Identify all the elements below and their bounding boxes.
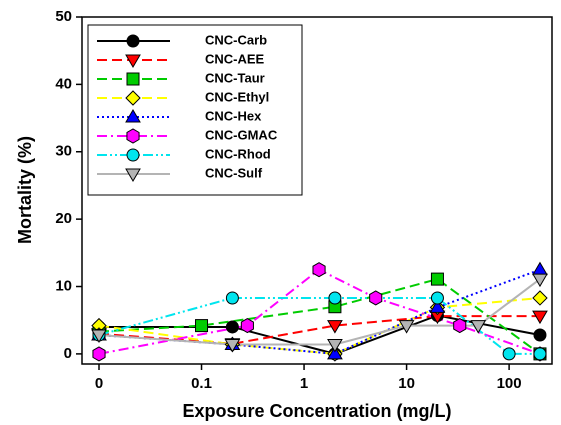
marker bbox=[533, 347, 547, 361]
marker bbox=[532, 290, 548, 306]
marker bbox=[430, 291, 444, 305]
marker bbox=[225, 320, 239, 334]
series-line bbox=[98, 315, 540, 345]
marker bbox=[533, 328, 547, 342]
marker bbox=[125, 90, 141, 106]
marker bbox=[502, 347, 516, 361]
series-line bbox=[98, 296, 541, 355]
marker bbox=[125, 109, 141, 123]
marker bbox=[195, 319, 209, 333]
marker bbox=[224, 338, 241, 353]
x-tick-label: 10 bbox=[398, 375, 415, 392]
marker bbox=[312, 262, 326, 278]
legend: CNC-Carb CNC-AEE CNC-Taur CNC-Ethyl CNC-Hex C… bbox=[87, 24, 303, 196]
y-tick-label: 30 bbox=[55, 143, 72, 160]
marker bbox=[225, 291, 239, 305]
legend-label: CNC-AEE bbox=[205, 51, 265, 66]
legend-label: CNC-Ethyl bbox=[205, 89, 269, 104]
x-axis-label: Exposure Concentration (mg/L) bbox=[182, 401, 451, 421]
series-line bbox=[98, 278, 541, 346]
marker bbox=[327, 320, 343, 334]
marker bbox=[126, 128, 140, 144]
marker bbox=[328, 291, 342, 305]
y-tick-label: 0 bbox=[64, 345, 72, 362]
marker bbox=[429, 299, 446, 313]
marker bbox=[126, 34, 140, 48]
y-tick-label: 40 bbox=[55, 75, 72, 92]
marker bbox=[126, 148, 140, 162]
legend-box bbox=[87, 24, 303, 196]
marker bbox=[532, 261, 548, 276]
marker bbox=[125, 168, 141, 182]
y-tick-label: 20 bbox=[55, 210, 72, 227]
marker bbox=[327, 345, 343, 360]
marker bbox=[430, 272, 444, 286]
x-tick-label: 100 bbox=[497, 375, 522, 392]
marker bbox=[125, 54, 141, 68]
legend-label: CNC-Carb bbox=[205, 32, 267, 47]
legend-label: CNC-Taur bbox=[205, 70, 265, 85]
legend-label: CNC-Sulf bbox=[205, 165, 263, 180]
legend-label: CNC-Rhod bbox=[205, 146, 271, 161]
marker bbox=[532, 310, 548, 325]
marker bbox=[126, 72, 140, 86]
legend-label: CNC-Hex bbox=[205, 108, 262, 123]
marker bbox=[398, 320, 415, 334]
y-tick-label: 50 bbox=[55, 8, 72, 25]
marker bbox=[453, 318, 467, 334]
marker bbox=[240, 318, 254, 334]
marker bbox=[369, 290, 383, 306]
y-tick-label: 10 bbox=[55, 277, 72, 294]
series-line bbox=[98, 268, 541, 355]
x-tick-label: 1 bbox=[300, 375, 308, 392]
series-line bbox=[98, 278, 541, 355]
y-axis-label: Mortality (%) bbox=[15, 136, 35, 244]
legend-label: CNC-GMAC bbox=[205, 127, 278, 142]
marker bbox=[470, 320, 487, 334]
marker bbox=[532, 273, 548, 288]
x-tick-label: 0.1 bbox=[191, 375, 212, 392]
x-tick-label: 0 bbox=[95, 375, 103, 392]
marker bbox=[91, 329, 107, 344]
plot-frame bbox=[81, 16, 553, 365]
marker bbox=[92, 346, 106, 362]
marker bbox=[327, 338, 343, 353]
